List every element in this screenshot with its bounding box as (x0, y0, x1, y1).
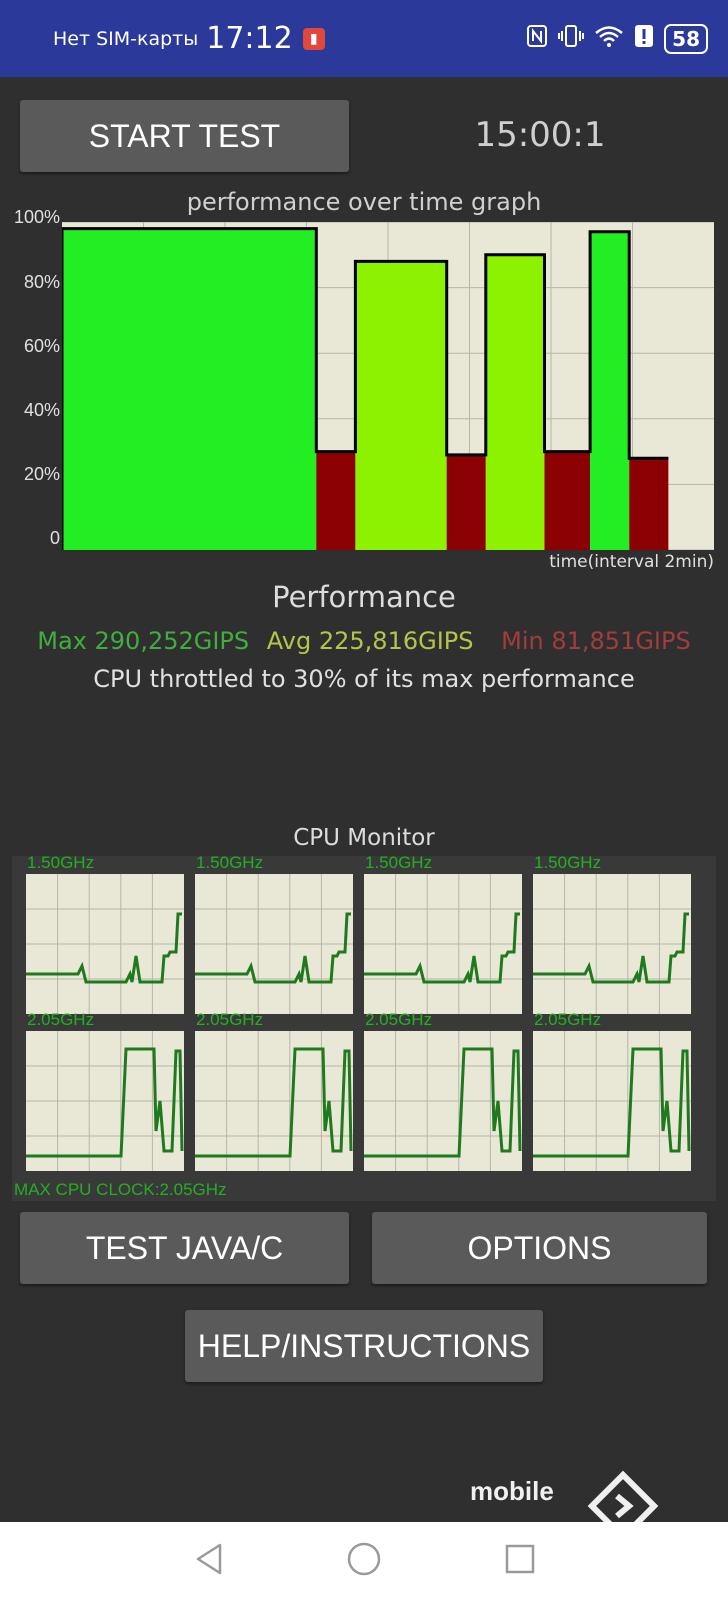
core-plot (364, 1031, 522, 1171)
core-plot-svg (26, 874, 184, 1014)
avg-performance: Avg 225,816GIPS (266, 627, 474, 655)
core-plot-svg (364, 1031, 522, 1171)
core-graph: 2.05GHz (24, 1010, 184, 1175)
start-test-button[interactable]: START TEST (20, 100, 349, 172)
core-plot (26, 1031, 184, 1171)
performance-chart-svg (62, 222, 714, 550)
watermark-logo-icon (587, 1470, 659, 1546)
core-frequency: 1.50GHz (196, 853, 264, 872)
performance-segment (485, 254, 545, 550)
performance-graph (62, 222, 714, 550)
core-graph: 2.05GHz (193, 1010, 353, 1175)
test-java-c-button[interactable]: TEST JAVA/C (20, 1212, 349, 1284)
core-load-trace (364, 1047, 522, 1158)
core-frequency: 1.50GHz (365, 853, 433, 872)
performance-segment (590, 231, 630, 550)
performance-segment (544, 451, 591, 550)
y-tick-60: 60% (23, 336, 60, 356)
core-plot-svg (533, 874, 691, 1014)
max-cpu-clock: MAX CPU CLOCK:2.05GHz (14, 1180, 227, 1199)
y-tick-80: 80% (23, 272, 60, 292)
core-frequency: 2.05GHz (534, 1010, 602, 1029)
core-plot-svg (533, 1031, 691, 1171)
core-load-trace (533, 1047, 691, 1158)
x-axis-label: time(interval 2min) (549, 552, 714, 572)
core-load-trace (533, 912, 689, 984)
core-graph: 1.50GHz (193, 853, 353, 1018)
test-timer: 15:00:1 (474, 115, 606, 155)
core-frequency: 2.05GHz (196, 1010, 264, 1029)
core-plot-svg (195, 1031, 353, 1171)
core-frequency: 1.50GHz (534, 853, 602, 872)
core-graph: 2.05GHz (531, 1010, 691, 1175)
core-plot (195, 874, 353, 1014)
home-icon[interactable] (344, 1539, 384, 1583)
core-load-trace (195, 1047, 353, 1158)
performance-stats: Max 290,252GIPS Avg 225,816GIPS Min 81,8… (0, 627, 728, 655)
min-performance: Min 81,851GIPS (501, 627, 691, 655)
core-plot-svg (26, 1031, 184, 1171)
core-load-trace (364, 912, 520, 984)
core-plot-svg (364, 874, 522, 1014)
core-plot (533, 874, 691, 1014)
core-frequency: 2.05GHz (365, 1010, 433, 1029)
battery-icon: 58 (664, 23, 708, 54)
max-performance: Max 290,252GIPS (37, 627, 250, 655)
cpu-monitor-panel: 1.50GHz 1.50GHz 1.50GHz 1.50GHz 2.05GHz … (12, 853, 716, 1201)
performance-segment (355, 261, 447, 550)
y-tick-100: 100% (13, 207, 60, 227)
core-plot (364, 874, 522, 1014)
core-load-trace (26, 912, 182, 984)
performance-segment (62, 228, 317, 550)
core-graph: 1.50GHz (24, 853, 184, 1018)
core-graph: 1.50GHz (362, 853, 522, 1018)
status-time: 17:12 (206, 21, 293, 56)
performance-segment (316, 451, 356, 550)
graph-title: performance over time graph (186, 188, 542, 216)
watermark-text: mobile (470, 1476, 554, 1506)
core-plot (26, 874, 184, 1014)
core-plot-svg (195, 874, 353, 1014)
core-load-trace (26, 1047, 184, 1158)
core-load-trace (195, 912, 351, 984)
y-tick-40: 40% (23, 400, 60, 420)
y-tick-20: 20% (23, 464, 60, 484)
throttle-status: CPU throttled to 30% of its max performa… (93, 665, 635, 693)
core-plot (195, 1031, 353, 1171)
alert-icon (634, 24, 654, 53)
help-instructions-button[interactable]: HELP/INSTRUCTIONS (185, 1310, 543, 1382)
vibrate-icon (558, 24, 585, 53)
cpu-monitor-title: CPU Monitor (293, 825, 435, 851)
core-graph: 2.05GHz (362, 1010, 522, 1175)
performance-segment (629, 458, 669, 550)
navigation-bar (0, 1522, 728, 1600)
core-frequency: 2.05GHz (27, 1010, 95, 1029)
performance-line (62, 227, 669, 550)
core-plot (533, 1031, 691, 1171)
core-frequency: 1.50GHz (27, 853, 95, 872)
status-bar: Нет SIM-карты 17:12 ▮ 58 (0, 0, 728, 77)
performance-title: Performance (272, 580, 456, 614)
y-tick-0: 0 (49, 528, 60, 548)
performance-segment (446, 454, 486, 550)
nfc-icon (526, 24, 548, 53)
app-notification-icon: ▮ (302, 27, 325, 50)
options-button[interactable]: OPTIONS (372, 1212, 707, 1284)
status-icons: 58 (526, 23, 708, 54)
core-graph: 1.50GHz (531, 853, 691, 1018)
recents-icon[interactable] (500, 1539, 540, 1583)
back-icon[interactable] (190, 1539, 230, 1583)
wifi-icon (594, 24, 624, 53)
sim-status: Нет SIM-карты (53, 27, 199, 50)
